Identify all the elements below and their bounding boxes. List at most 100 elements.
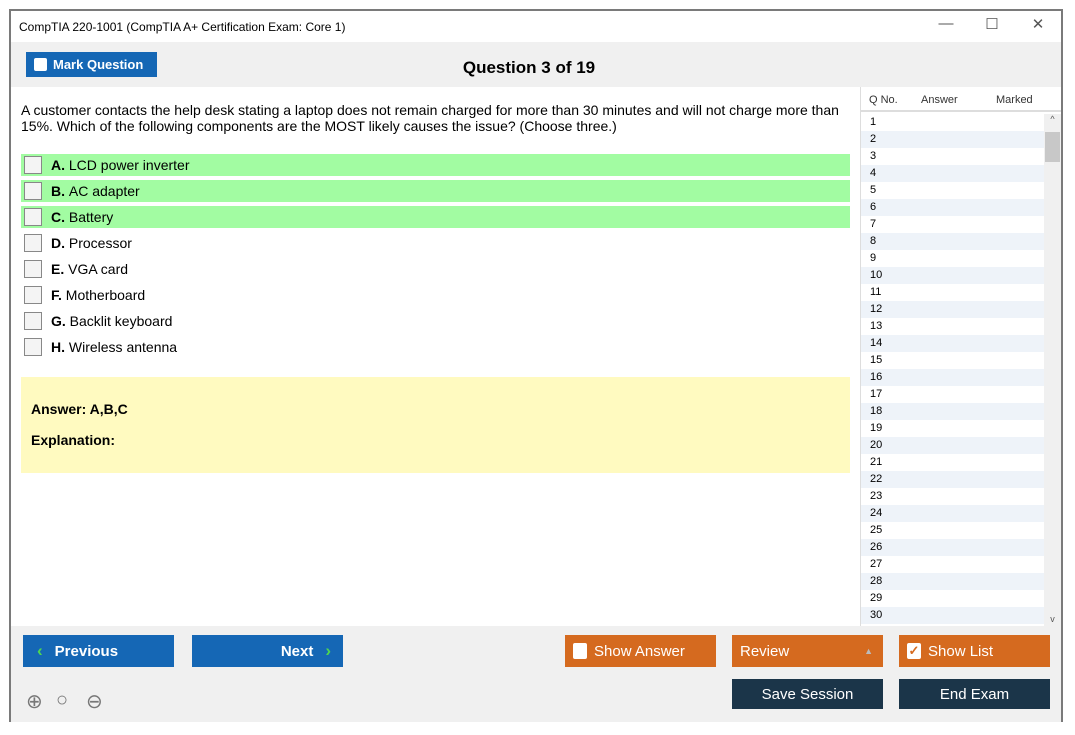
list-row[interactable]: 12 bbox=[861, 301, 1044, 318]
window-title: CompTIA 220-1001 (CompTIA A+ Certificati… bbox=[19, 20, 346, 34]
list-row[interactable]: 9 bbox=[870, 252, 877, 264]
list-header: Q No. Answer Marked bbox=[861, 87, 1061, 112]
list-row[interactable]: 4 bbox=[861, 165, 1044, 182]
title-bar: CompTIA 220-1001 (CompTIA A+ Certificati… bbox=[11, 11, 1061, 42]
option-letter: E. bbox=[51, 261, 65, 277]
option-text: Wireless antenna bbox=[68, 339, 178, 355]
previous-button[interactable]: ‹ Previous bbox=[23, 635, 174, 667]
list-row[interactable]: 22 bbox=[861, 471, 1044, 488]
checkbox-checked-icon: ✓ bbox=[907, 643, 921, 659]
option-checkbox[interactable] bbox=[24, 208, 42, 226]
option-checkbox[interactable] bbox=[24, 312, 42, 330]
list-row[interactable]: 15 bbox=[870, 354, 883, 366]
list-row[interactable]: 20 bbox=[861, 437, 1044, 454]
option-text: LCD power inverter bbox=[68, 157, 190, 173]
minimize-button[interactable]: — bbox=[938, 15, 954, 32]
review-dropdown[interactable]: Review ▲ bbox=[732, 635, 883, 667]
option-checkbox[interactable] bbox=[24, 286, 42, 304]
explanation-label: Explanation: bbox=[31, 432, 116, 448]
option-text: Processor bbox=[68, 235, 132, 251]
list-row[interactable]: 8 bbox=[861, 233, 1044, 250]
option-checkbox[interactable] bbox=[24, 338, 42, 356]
question-area: A customer contacts the help desk statin… bbox=[11, 87, 860, 626]
list-row[interactable]: 3 bbox=[870, 150, 877, 162]
list-row[interactable]: 19 bbox=[870, 422, 883, 434]
answer-text: Answer: A,B,C bbox=[31, 401, 128, 417]
close-button[interactable]: ✕ bbox=[1031, 16, 1045, 33]
option-letter: A. bbox=[51, 157, 65, 173]
list-row[interactable]: 23 bbox=[870, 490, 883, 502]
answer-option[interactable]: E. VGA card bbox=[21, 258, 850, 280]
list-row[interactable]: 27 bbox=[870, 558, 883, 570]
show-list-label: Show List bbox=[928, 642, 994, 660]
option-text: Backlit keyboard bbox=[69, 313, 173, 329]
show-answer-button[interactable]: Show Answer bbox=[565, 635, 716, 667]
zoom-out-icon[interactable]: ⊖ bbox=[86, 691, 103, 713]
list-row[interactable]: 18 bbox=[861, 403, 1044, 420]
previous-label: Previous bbox=[54, 642, 119, 660]
list-row[interactable]: 10 bbox=[861, 267, 1044, 284]
list-row[interactable]: 5 bbox=[870, 184, 877, 196]
list-row[interactable]: 13 bbox=[870, 320, 883, 332]
answer-box: Answer: A,B,C Explanation: bbox=[21, 377, 850, 473]
scroll-down-icon[interactable]: v bbox=[1050, 614, 1055, 624]
zoom-in-icon[interactable]: ⊕ bbox=[26, 691, 43, 713]
list-row[interactable]: 17 bbox=[870, 388, 883, 400]
bottom-bar: ‹ Previous Next › Show Answer Review ▲ ✓ Sho… bbox=[11, 626, 1061, 722]
list-row[interactable]: 16 bbox=[861, 369, 1044, 386]
answer-option[interactable]: G. Backlit keyboard bbox=[21, 310, 850, 332]
answer-option[interactable]: D. Processor bbox=[21, 232, 850, 254]
option-checkbox[interactable] bbox=[24, 182, 42, 200]
list-row[interactable]: 11 bbox=[870, 286, 882, 298]
header-marked[interactable]: Marked bbox=[996, 94, 1033, 106]
option-letter: F. bbox=[51, 287, 62, 303]
scroll-thumb[interactable] bbox=[1045, 132, 1060, 162]
answer-option[interactable]: B. AC adapter bbox=[21, 180, 850, 202]
answer-option[interactable]: F. Motherboard bbox=[21, 284, 850, 306]
option-letter: B. bbox=[51, 183, 65, 199]
list-scrollbar[interactable]: ^ v bbox=[1044, 114, 1061, 626]
answer-option[interactable]: A. LCD power inverter bbox=[21, 154, 850, 176]
option-text: Battery bbox=[68, 209, 114, 225]
caret-up-icon: ▲ bbox=[864, 646, 873, 656]
list-row[interactable]: 26 bbox=[861, 539, 1044, 556]
list-row[interactable]: 29 bbox=[870, 592, 883, 604]
option-checkbox[interactable] bbox=[24, 234, 42, 252]
list-row[interactable]: 14 bbox=[861, 335, 1044, 352]
option-checkbox[interactable] bbox=[24, 156, 42, 174]
show-list-button[interactable]: ✓ Show List bbox=[899, 635, 1050, 667]
chevron-right-icon: › bbox=[325, 641, 331, 660]
list-row[interactable]: 24 bbox=[861, 505, 1044, 522]
question-title: Question 3 of 19 bbox=[462, 58, 596, 77]
option-letter: H. bbox=[51, 339, 65, 355]
answer-option[interactable]: C. Battery bbox=[21, 206, 850, 228]
toolbar: Mark Question Question 3 of 19 bbox=[11, 42, 1061, 87]
exam-window: CompTIA 220-1001 (CompTIA A+ Certificati… bbox=[9, 9, 1063, 722]
option-text: AC adapter bbox=[68, 183, 140, 199]
show-answer-label: Show Answer bbox=[594, 642, 685, 660]
option-checkbox[interactable] bbox=[24, 260, 42, 278]
scroll-up-icon[interactable]: ^ bbox=[1050, 114, 1055, 124]
answer-option[interactable]: H. Wireless antenna bbox=[21, 336, 850, 358]
header-answer[interactable]: Answer bbox=[921, 94, 958, 106]
checkbox-icon bbox=[573, 643, 587, 659]
list-row[interactable]: 25 bbox=[870, 524, 883, 536]
list-row[interactable]: 1 bbox=[870, 116, 877, 128]
list-row[interactable]: 21 bbox=[870, 456, 883, 468]
option-text: Motherboard bbox=[65, 287, 146, 303]
end-exam-button[interactable]: End Exam bbox=[899, 679, 1050, 709]
option-letter: C. bbox=[51, 209, 65, 225]
next-button[interactable]: Next › bbox=[192, 635, 343, 667]
list-row[interactable]: 28 bbox=[861, 573, 1044, 590]
list-row[interactable]: 6 bbox=[861, 199, 1044, 216]
mark-question-button[interactable]: Mark Question bbox=[26, 52, 157, 77]
option-letter: D. bbox=[51, 235, 65, 251]
checkbox-icon bbox=[34, 58, 47, 71]
list-row[interactable]: 2 bbox=[861, 131, 1044, 148]
save-session-button[interactable]: Save Session bbox=[732, 679, 883, 709]
list-row[interactable]: 30 bbox=[861, 607, 1044, 624]
maximize-button[interactable]: ☐ bbox=[985, 16, 999, 33]
header-qno[interactable]: Q No. bbox=[869, 94, 898, 106]
zoom-reset-icon[interactable]: ○ bbox=[56, 689, 69, 711]
list-row[interactable]: 7 bbox=[870, 218, 877, 230]
